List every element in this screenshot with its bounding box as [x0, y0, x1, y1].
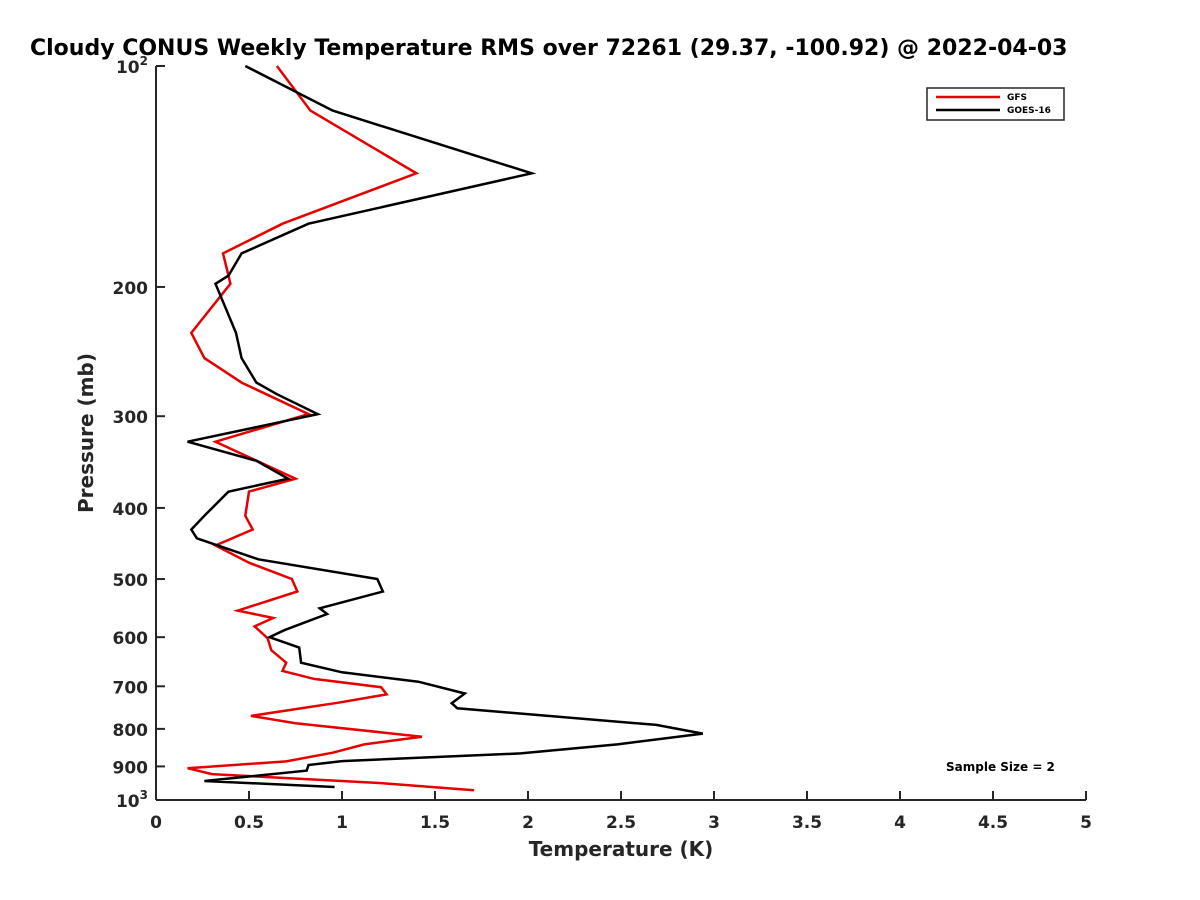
y-tick-label-exponent: 2	[140, 54, 148, 68]
x-axis-label: Temperature (K)	[529, 837, 714, 861]
y-tick-label: 800	[113, 721, 149, 741]
plot-area: 0 0.5 1 1.5 2 2.5 3 3.5 4 4.5 5 102200300400500600…	[113, 54, 1092, 833]
x-tick-label: 5	[1080, 813, 1092, 833]
y-tick-label: 700	[113, 678, 149, 698]
legend-label-gfs: GFS	[1007, 93, 1027, 103]
legend: GFS GOES-16	[926, 87, 1065, 121]
x-tick-label: 1	[336, 813, 348, 833]
y-tick-label: 500	[113, 571, 149, 591]
x-tick-label: 0	[150, 813, 162, 833]
y-tick-label: 200	[113, 279, 149, 299]
y-tick-label-base: 10	[116, 58, 140, 78]
x-tick-label: 4	[894, 813, 906, 833]
x-tick-label: 3.5	[792, 813, 822, 833]
x-ticks: 0 0.5 1 1.5 2 2.5 3 3.5 4 4.5 5	[150, 791, 1092, 833]
chart-title: Cloudy CONUS Weekly Temperature RMS over…	[30, 36, 1067, 61]
x-tick-label: 4.5	[978, 813, 1008, 833]
legend-label-goes-16: GOES-16	[1007, 106, 1051, 116]
y-tick-label: 300	[113, 408, 149, 428]
y-tick-label: 900	[113, 758, 149, 778]
series-layer	[187, 64, 704, 792]
x-tick-label: 1.5	[420, 813, 450, 833]
axes-layer	[155, 66, 1086, 801]
x-tick-label: 2	[522, 813, 534, 833]
series-line-gfs	[187, 65, 475, 792]
x-tick-label: 3	[708, 813, 720, 833]
y-tick-label: 400	[113, 500, 149, 520]
sample-size-annotation: Sample Size = 2	[946, 760, 1055, 774]
series-line-goes-16	[187, 64, 704, 789]
x-tick-label: 2.5	[606, 813, 636, 833]
y-axis-label: Pressure (mb)	[74, 353, 98, 513]
y-tick-label: 103	[116, 788, 148, 812]
y-tick-label: 102	[116, 54, 148, 78]
legend-box	[926, 87, 1065, 121]
y-tick-label-base: 10	[116, 792, 140, 812]
y-tick-label: 600	[113, 629, 149, 649]
x-tick-label: 0.5	[234, 813, 264, 833]
y-tick-label-exponent: 3	[140, 788, 148, 802]
